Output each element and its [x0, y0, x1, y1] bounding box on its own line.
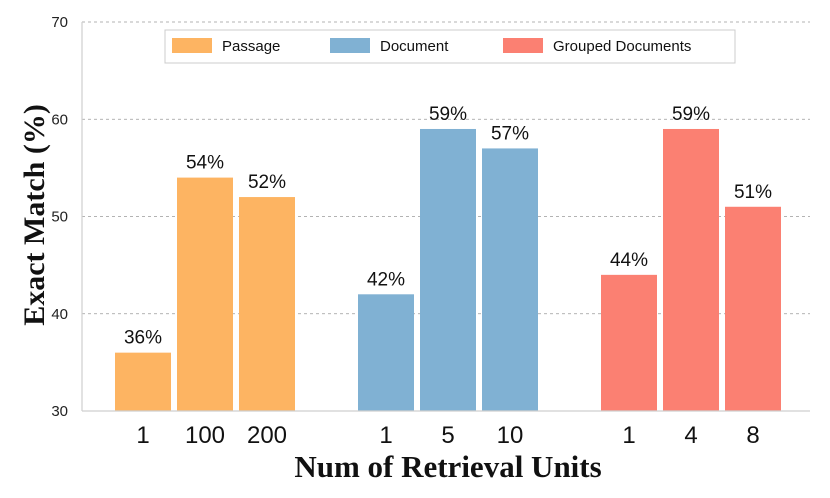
- x-tick-label: 4: [684, 422, 697, 449]
- bar-passage: [115, 352, 171, 411]
- bar-value-label: 59%: [672, 104, 710, 125]
- x-tick-label: 100: [185, 422, 225, 449]
- x-tick-label: 10: [497, 422, 524, 449]
- bar-passage: [177, 177, 233, 411]
- bar-document: [420, 128, 476, 411]
- bar-value-label: 57%: [491, 123, 529, 144]
- x-tick-label: 200: [247, 422, 287, 449]
- bar-grouped-documents: [725, 206, 781, 411]
- legend-label: Passage: [222, 38, 280, 55]
- bar-value-label: 42%: [367, 269, 405, 290]
- y-tick-label: 50: [51, 209, 68, 226]
- bar-grouped-documents: [663, 128, 719, 411]
- y-tick-labels: 30 40 50 60 70: [51, 14, 68, 420]
- x-tick-label: 8: [746, 422, 759, 449]
- axes: [81, 22, 810, 412]
- y-tick-label: 30: [51, 403, 68, 420]
- bar-labels: 36% 54% 52% 42% 59% 57% 44% 59% 51%: [124, 104, 772, 349]
- legend-swatch: [330, 38, 370, 53]
- y-tick-label: 70: [51, 14, 68, 31]
- bar-document: [358, 294, 414, 411]
- y-tick-label: 60: [51, 111, 68, 128]
- bar-value-label: 59%: [429, 104, 467, 125]
- y-axis-title: Exact Match (%): [18, 104, 51, 326]
- legend-frame: [164, 29, 736, 64]
- bar-passage: [239, 197, 295, 411]
- legend-swatch: [503, 38, 543, 53]
- bar-value-label: 54%: [186, 153, 224, 174]
- bars: [115, 128, 781, 412]
- bar-grouped-documents: [601, 274, 657, 411]
- x-tick-label: 1: [136, 422, 149, 449]
- legend-label: Document: [380, 38, 449, 55]
- x-tick-label: 1: [622, 422, 635, 449]
- x-tick-label: 5: [441, 422, 454, 449]
- bar-value-label: 36%: [124, 328, 162, 349]
- bar-value-label: 51%: [734, 182, 772, 203]
- legend-swatch: [172, 38, 212, 53]
- x-axis-title: Num of Retrieval Units: [294, 449, 601, 484]
- bar-document: [482, 148, 538, 412]
- x-tick-labels: 1 100 200 1 5 10 1 4 8: [136, 422, 759, 449]
- bar-value-label: 44%: [610, 250, 648, 271]
- y-tick-label: 40: [51, 306, 68, 323]
- legend: Passage Document Grouped Documents: [164, 29, 736, 64]
- legend-label: Grouped Documents: [553, 38, 691, 55]
- x-tick-label: 1: [379, 422, 392, 449]
- bar-value-label: 52%: [248, 172, 286, 193]
